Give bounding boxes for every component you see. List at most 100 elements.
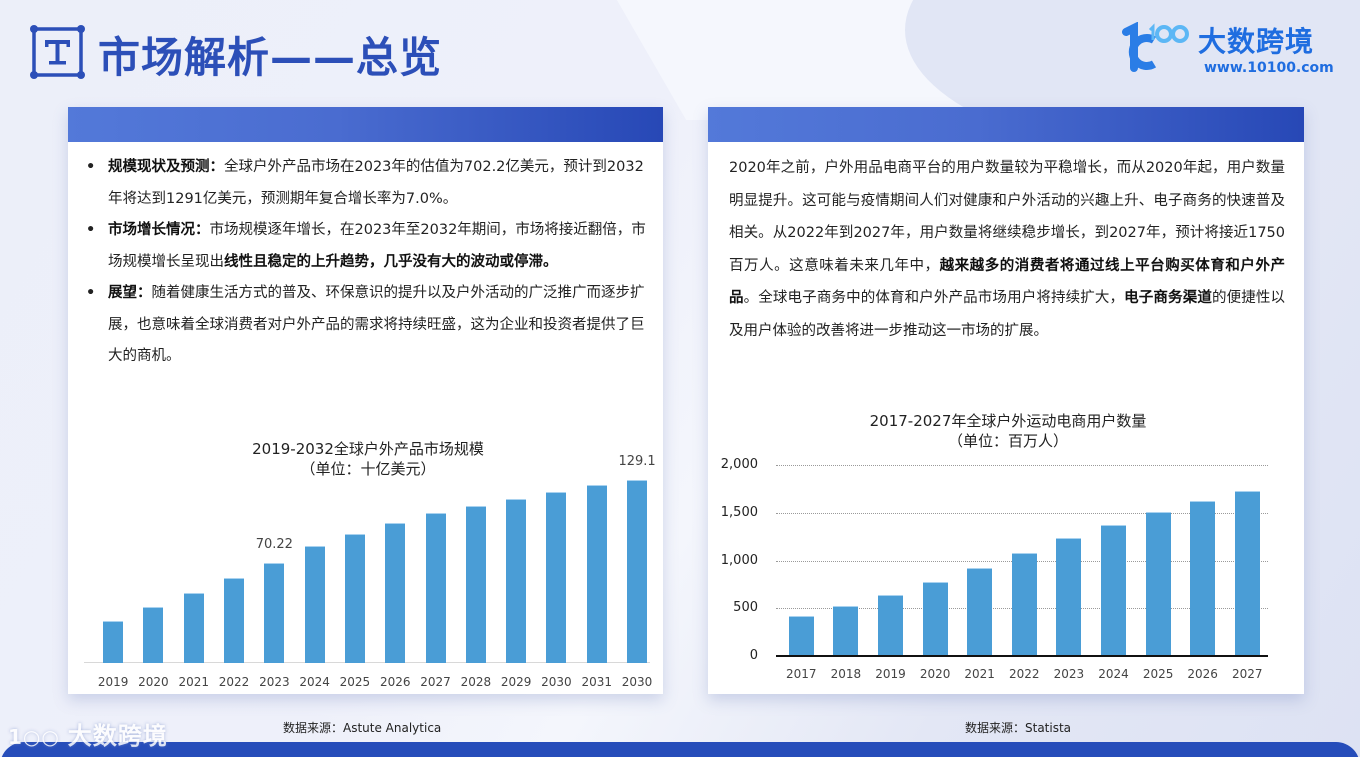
bar bbox=[1190, 501, 1216, 655]
paragraph-text-bold: 越来越多的消费者将通过线上平台购买体育和户外产品 bbox=[729, 257, 1286, 307]
x-tick-label: 2022 bbox=[1009, 667, 1040, 681]
x-tick-label: 2022 bbox=[218, 675, 250, 689]
brand-name: 大数跨境 bbox=[1198, 25, 1315, 58]
y-tick-label: 500 bbox=[733, 600, 758, 616]
bar bbox=[1101, 525, 1126, 655]
x-axis-line bbox=[84, 662, 650, 663]
bar bbox=[385, 523, 406, 663]
paragraph-text: 。全球电子商务中的体育和户外产品市场用户将持续扩大， bbox=[743, 290, 1125, 306]
bar bbox=[586, 485, 607, 663]
x-tick-label: 2030 bbox=[541, 675, 572, 689]
users-bar-chart: 0 500 1,000 1,500 2,000 2017 2018 2019 2020 2021 2… bbox=[721, 457, 1268, 681]
bullet-text-bold: 线性且稳定的上升趋势，几乎没有大的波动或停滞。 bbox=[224, 253, 558, 270]
data-source-right: 数据来源：Statista bbox=[965, 721, 1072, 735]
x-tick-label: 2031 bbox=[581, 675, 613, 689]
bar bbox=[1011, 553, 1037, 655]
x-tick-label: 2018 bbox=[830, 667, 862, 681]
brand-mark-icon bbox=[1122, 22, 1189, 72]
x-tick-label: 2026 bbox=[1187, 667, 1218, 681]
footer-bar bbox=[0, 742, 1360, 757]
brand-url[interactable]: www.10100.com bbox=[1204, 60, 1334, 76]
x-tick-label: 2020 bbox=[919, 667, 951, 681]
y-tick-label: 1,500 bbox=[720, 504, 758, 520]
x-tick-label: 2026 bbox=[379, 675, 411, 689]
paragraph-text: 2020年之前，户外用品电商平台的用户数量较为平稳增长，而从2020年起，用户数… bbox=[729, 160, 1285, 274]
x-tick-label: 2020 bbox=[138, 675, 169, 689]
ecommerce-users-card: 2020年之前，户外用品电商平台的用户数量较为平稳增长，而从2020年起，用户数… bbox=[708, 107, 1304, 694]
card-header-bar bbox=[68, 107, 663, 142]
bullet-list: 规模现状及预测：全球户外产品市场在2023年的估值为702.2亿美元，预计到20… bbox=[84, 152, 649, 373]
bar bbox=[878, 594, 903, 655]
x-tick-label: 2021 bbox=[964, 667, 995, 681]
bullet-label: 规模现状及预测： bbox=[108, 159, 224, 175]
x-tick-label: 2025 bbox=[339, 675, 371, 689]
y-tick-label: 2,000 bbox=[720, 457, 758, 472]
bar bbox=[183, 592, 204, 663]
x-tick-label: 2030 bbox=[621, 675, 653, 689]
x-tick-label: 2029 bbox=[500, 675, 532, 689]
bar bbox=[1056, 538, 1082, 655]
y-tick-label: 0 bbox=[749, 648, 758, 663]
chart-subtitle: （单位：十亿美元） bbox=[300, 460, 436, 478]
bar bbox=[103, 620, 124, 663]
bar bbox=[344, 534, 365, 663]
bar bbox=[143, 606, 164, 663]
bullet-text: 随着健康生活方式的普及、环保意识的提升以及户外活动的广泛推广而逐步扩展，也意味着… bbox=[108, 285, 645, 364]
bullet-outlook: 展望：随着健康生活方式的普及、环保意识的提升以及户外活动的广泛推广而逐步扩展，也… bbox=[84, 278, 649, 373]
bullet-text: 市场规模逐年增长，在2023年至2032年期间，市场将接近翻倍，市场规模增长呈现… bbox=[108, 222, 646, 270]
bullet-growth: 市场增长情况：市场规模逐年增长，在2023年至2032年期间，市场将接近翻倍，市… bbox=[84, 215, 649, 278]
bar-data-label: 70.22 bbox=[255, 537, 293, 553]
bar bbox=[627, 480, 648, 663]
bar bbox=[425, 513, 446, 663]
bar bbox=[833, 606, 859, 655]
x-tick-label: 2027 bbox=[420, 675, 451, 689]
bar bbox=[546, 492, 567, 663]
x-tick-label: 2019 bbox=[875, 667, 906, 681]
watermark-text: 大数跨境 bbox=[67, 722, 168, 750]
bar bbox=[967, 568, 993, 655]
brand-logo: 大数跨境 www.10100.com bbox=[1120, 18, 1340, 82]
bar bbox=[788, 615, 814, 655]
bar-data-label: 129.1 bbox=[618, 454, 656, 469]
analysis-paragraph: 2020年之前，户外用品电商平台的用户数量较为平稳增长，而从2020年起，用户数… bbox=[729, 152, 1285, 347]
x-axis-line bbox=[776, 655, 1268, 657]
bar bbox=[1145, 511, 1171, 655]
x-tick-label: 2028 bbox=[460, 675, 492, 689]
bar bbox=[1234, 491, 1260, 655]
x-tick-label: 2024 bbox=[1098, 667, 1129, 681]
x-tick-label: 2023 bbox=[1053, 667, 1085, 681]
data-source-left: 数据来源：Astute Analytica bbox=[283, 721, 442, 735]
paragraph-text: 的便捷性以及用户体验的改善将进一步推动这一市场的扩展。 bbox=[729, 290, 1286, 339]
chart-title-main: 2019-2032全球户外产品市场规模 bbox=[252, 440, 484, 458]
chart-title: 2017-2027年全球户外运动电商用户数量 （单位：百万人） bbox=[808, 411, 1208, 451]
market-size-bar-chart: 2019 2020 2021 2022 70.22 2023 2024 2025 2026 202… bbox=[84, 454, 656, 689]
chart-title-main: 2017-2027年全球户外运动电商用户数量 bbox=[869, 412, 1147, 430]
paragraph-text-bold: 电子商务渠道 bbox=[1124, 290, 1212, 306]
x-tick-label: 2025 bbox=[1142, 667, 1174, 681]
x-tick-label: 2021 bbox=[178, 675, 210, 689]
bullet-label: 展望： bbox=[108, 285, 152, 301]
x-tick-label: 2019 bbox=[97, 675, 129, 689]
x-tick-label: 2017 bbox=[786, 667, 817, 681]
bar bbox=[922, 582, 948, 655]
gridline bbox=[776, 465, 1268, 466]
card-header-bar bbox=[708, 107, 1304, 142]
x-tick-label: 2023 bbox=[259, 675, 290, 689]
gridline bbox=[776, 512, 1268, 514]
watermark-logo: 1○○ 大数跨境 bbox=[8, 716, 168, 751]
watermark-mark-icon: 1○○ bbox=[8, 725, 68, 749]
chart-title: 2019-2032全球户外产品市场规模 （单位：十亿美元） bbox=[188, 439, 548, 479]
y-tick-label: 1,000 bbox=[720, 552, 758, 568]
bullet-scale-forecast: 规模现状及预测：全球户外产品市场在2023年的估值为702.2亿美元，预计到20… bbox=[84, 152, 649, 215]
market-size-card: 规模现状及预测：全球户外产品市场在2023年的估值为702.2亿美元，预计到20… bbox=[68, 107, 663, 694]
x-tick-label: 2024 bbox=[299, 675, 330, 689]
chart-subtitle: （单位：百万人） bbox=[947, 432, 1068, 450]
bullet-text: 全球户外产品市场在2023年的估值为702.2亿美元，预计到2032年将达到12… bbox=[108, 159, 644, 207]
text-frame-icon bbox=[30, 25, 85, 79]
page-title: 市场解析——总览 bbox=[98, 33, 443, 82]
bar bbox=[506, 499, 527, 663]
bar bbox=[304, 546, 325, 663]
bar bbox=[264, 563, 285, 663]
bar bbox=[224, 577, 245, 663]
bullet-label: 市场增长情况： bbox=[108, 222, 210, 238]
